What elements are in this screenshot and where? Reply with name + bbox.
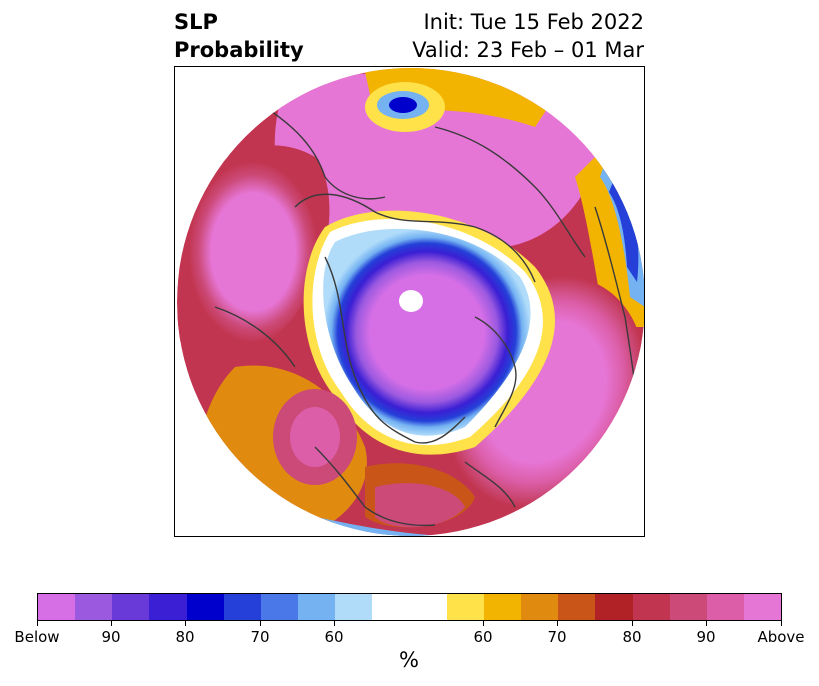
colorbar-tick-label: 60	[473, 628, 493, 646]
colorbar-swatch	[632, 594, 670, 620]
colorbar-swatch	[223, 594, 261, 620]
colorbar-swatch	[335, 594, 373, 620]
colorbar-tick	[185, 621, 186, 626]
colorbar-tick	[37, 621, 38, 626]
colorbar-swatch	[706, 594, 744, 620]
init-valid-label: Init: Tue 15 Feb 2022 Valid: 23 Feb – 01…	[412, 8, 644, 64]
colorbar-tick	[260, 621, 261, 626]
coastlines	[214, 106, 641, 527]
colorbar-swatch	[372, 594, 410, 620]
colorbar-tick-label: 70	[250, 628, 270, 646]
colorbar-swatch	[483, 594, 522, 620]
colorbar-tick	[557, 621, 558, 626]
colorbar-tick	[334, 621, 335, 626]
colorbar-tick	[632, 621, 633, 626]
colorbar-tick-label: 70	[547, 628, 567, 646]
colorbar-swatch	[75, 594, 113, 620]
colorbar-swatch	[38, 594, 76, 620]
colorbar-tick	[111, 621, 112, 626]
colorbar-swatch	[669, 594, 707, 620]
colorbar-swatch	[260, 594, 299, 620]
title-line-1: SLP	[174, 10, 218, 34]
colorbar-tick-label: Above	[757, 628, 805, 646]
colorbar-tick-label: 90	[101, 628, 121, 646]
colorbar-swatch	[558, 594, 596, 620]
title-line-2: Probability	[174, 38, 304, 62]
colorbar-swatch	[446, 594, 484, 620]
colorbar-tick	[706, 621, 707, 626]
colorbar-tick-label: 60	[324, 628, 344, 646]
colorbar-swatch	[521, 594, 559, 620]
colorbar-swatch	[595, 594, 633, 620]
field-layers	[177, 68, 644, 536]
init-date: Init: Tue 15 Feb 2022	[423, 10, 644, 34]
map-title: SLP Probability	[174, 8, 304, 64]
colorbar-swatch	[743, 594, 782, 620]
colorbar-tick-label: 80	[175, 628, 195, 646]
colorbar-tick-label: 90	[696, 628, 716, 646]
colorbar-tick-label: 80	[622, 628, 642, 646]
colorbar-swatch	[112, 594, 150, 620]
colorbar-swatch	[298, 594, 336, 620]
colorbar-tick	[781, 621, 782, 626]
colorbar-tick-label: Below	[14, 628, 60, 646]
colorbar-unit: %	[399, 648, 419, 672]
colorbar-tick	[483, 621, 484, 626]
valid-range: Valid: 23 Feb – 01 Mar	[412, 38, 644, 62]
colorbar	[37, 593, 782, 621]
colorbar-swatch	[149, 594, 187, 620]
colorbar-swatch	[186, 594, 224, 620]
polar-map	[174, 66, 645, 537]
colorbar-swatch	[409, 594, 447, 620]
probability-field	[177, 68, 644, 536]
